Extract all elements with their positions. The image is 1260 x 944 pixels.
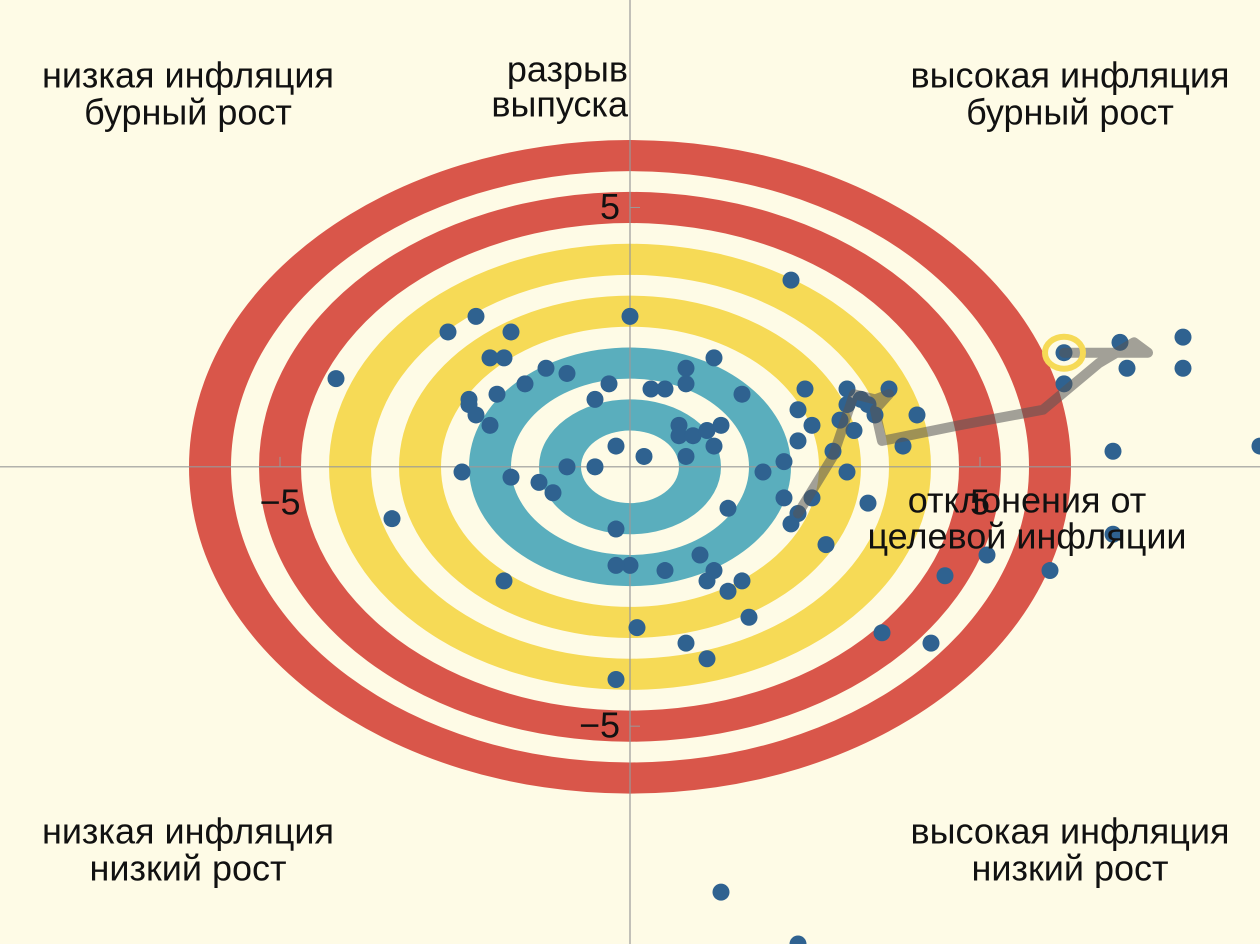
x-axis-label: целевой инфляции (867, 515, 1186, 556)
data-point (621, 307, 639, 325)
data-point (936, 567, 954, 585)
highlight-ring (1042, 333, 1086, 372)
y-axis-label: выпуска (491, 84, 629, 125)
data-point (712, 883, 730, 901)
data-point (1041, 562, 1059, 580)
data-point (677, 447, 695, 465)
x-tick-label: 5 (970, 481, 990, 522)
data-point (803, 416, 821, 434)
quadrant-label: бурный рост (966, 92, 1174, 133)
data-point (586, 390, 604, 408)
data-point (467, 307, 485, 325)
data-point (530, 473, 548, 491)
data-point (495, 349, 513, 367)
data-point (719, 582, 737, 600)
data-point (481, 416, 499, 434)
data-point (782, 515, 800, 533)
data-point (607, 556, 625, 574)
y-axis-label: разрыв (507, 49, 628, 90)
data-point (502, 468, 520, 486)
data-point (817, 536, 835, 554)
data-point (586, 458, 604, 476)
y-tick-label: 5 (600, 186, 620, 227)
data-point (908, 406, 926, 424)
quadrant-label: высокая инфляция (910, 811, 1229, 852)
data-point (621, 556, 639, 574)
data-point (838, 463, 856, 481)
data-point (607, 520, 625, 538)
data-point (698, 650, 716, 668)
data-point (558, 458, 576, 476)
data-point (1118, 359, 1136, 377)
data-point (705, 437, 723, 455)
data-point (670, 427, 688, 445)
data-point (488, 385, 506, 403)
quadrant-label: низкий рост (972, 848, 1169, 889)
data-point (754, 463, 772, 481)
data-point (327, 370, 345, 388)
data-point (1174, 328, 1192, 346)
data-point (859, 494, 877, 512)
data-point (607, 670, 625, 688)
data-point (383, 510, 401, 528)
data-point (656, 380, 674, 398)
data-point (677, 359, 695, 377)
data-point (789, 401, 807, 419)
trail-line (793, 337, 1153, 519)
data-point (789, 935, 807, 944)
data-point (705, 349, 723, 367)
data-point (1104, 525, 1122, 543)
data-point (642, 380, 660, 398)
data-point (656, 562, 674, 580)
data-point (789, 432, 807, 450)
data-point (558, 364, 576, 382)
quadrant-label: низкая инфляция (42, 811, 334, 852)
data-point (691, 546, 709, 564)
data-point (495, 572, 513, 590)
data-point (922, 634, 940, 652)
y-tick-label: −5 (579, 705, 620, 746)
data-point (600, 375, 618, 393)
data-point (677, 375, 695, 393)
data-point (873, 624, 891, 642)
quadrant-label: низкий рост (90, 848, 287, 889)
data-point (775, 453, 793, 471)
x-axis-label: отклонения от (908, 479, 1146, 520)
data-point (698, 572, 716, 590)
data-point (1251, 437, 1260, 455)
data-point (684, 427, 702, 445)
data-point (453, 463, 471, 481)
data-point (544, 484, 562, 502)
data-point (733, 572, 751, 590)
data-point (467, 406, 485, 424)
quadrant-label: высокая инфляция (910, 55, 1229, 96)
data-point (516, 375, 534, 393)
data-point (635, 447, 653, 465)
data-point (439, 323, 457, 341)
data-point (628, 619, 646, 637)
data-point (712, 416, 730, 434)
data-point (1104, 442, 1122, 460)
data-point (845, 422, 863, 440)
data-point (537, 359, 555, 377)
data-point (502, 323, 520, 341)
data-point (740, 608, 758, 626)
quadrant-label: бурный рост (84, 92, 292, 133)
data-point (607, 437, 625, 455)
data-point (782, 271, 800, 289)
quadrant-label: низкая инфляция (42, 55, 334, 96)
data-point (481, 349, 499, 367)
data-point (978, 546, 996, 564)
data-point (677, 634, 695, 652)
x-tick-label: −5 (259, 481, 300, 522)
data-point (733, 385, 751, 403)
data-point (719, 499, 737, 517)
data-point (698, 422, 716, 440)
data-point (775, 489, 793, 507)
data-point (1174, 359, 1192, 377)
data-point (796, 380, 814, 398)
